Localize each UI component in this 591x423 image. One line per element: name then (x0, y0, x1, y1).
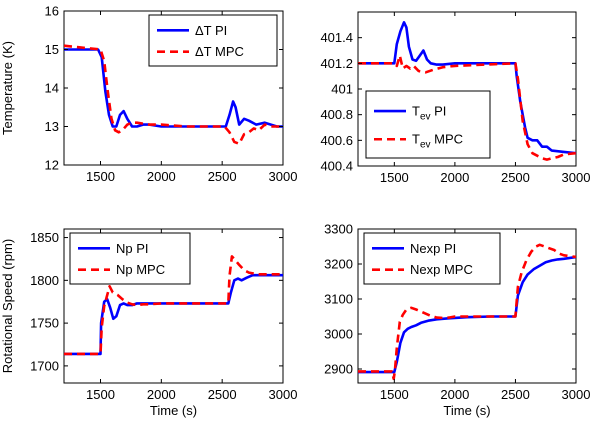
x-axis-label: Time (s) (150, 403, 197, 418)
legend-label: Tev MPC (412, 132, 463, 151)
series-line-mpc (358, 54, 576, 161)
y-tick-label: 3000 (324, 327, 353, 342)
y-axis-label: Rotational Speed (rpm) (0, 239, 15, 373)
y-tick-label: 401.2 (320, 56, 353, 71)
x-tick-label: 2500 (501, 387, 530, 402)
x-tick-label: 2000 (440, 170, 469, 185)
y-tick-label: 1750 (30, 316, 59, 331)
series-line-mpc (64, 44, 283, 146)
y-tick-label: 14 (45, 81, 59, 96)
x-tick-label: 1500 (86, 169, 115, 184)
legend: Nexp PI Nexp MPC (363, 232, 501, 285)
y-tick-label: 3100 (324, 292, 353, 307)
legend: Tev PI Tev MPC (365, 90, 491, 159)
x-tick-label: 3000 (562, 387, 591, 402)
x-tick-label: 2000 (147, 169, 176, 184)
y-tick-label: 400.8 (320, 107, 353, 122)
x-tick-label: 1500 (86, 387, 115, 402)
legend-label: ΔT PI (195, 23, 227, 38)
x-tick-label: 2500 (208, 169, 237, 184)
legend-label: Nexp PI (410, 241, 456, 256)
series-line-pi (358, 21, 576, 155)
y-tick-label: 3200 (324, 257, 353, 272)
y-tick-label: 1700 (30, 358, 59, 373)
legend-label: Np PI (116, 241, 149, 256)
series-line-mpc (64, 255, 283, 356)
x-tick-label: 3000 (269, 169, 298, 184)
chart-panel-4: 1500 2000 2500 3000 2900 3000 3100 3200 3300 Time… (324, 222, 590, 419)
x-tick-label: 1500 (380, 387, 409, 402)
legend-box (363, 232, 501, 285)
y-tick-label: 400.6 (320, 133, 353, 148)
legend-label: ΔT MPC (195, 44, 244, 59)
legend-box (365, 90, 491, 159)
y-axis-label: Temperature (K) (0, 41, 15, 135)
y-tick-label: 400.4 (320, 159, 353, 174)
x-tick-label: 3000 (562, 170, 591, 185)
legend-box (148, 14, 278, 67)
legend: ΔT PI ΔT MPC (148, 14, 278, 67)
legend-box (69, 232, 191, 285)
x-tick-label: 2000 (440, 387, 469, 402)
x-tick-label: 1500 (380, 170, 409, 185)
x-tick-label: 3000 (269, 387, 298, 402)
y-tick-label: 401.4 (320, 30, 353, 45)
chart-panel-3: 1500 2000 2500 3000 1700 1750 1800 1850 Time (s)… (0, 228, 298, 418)
legend: Np PI Np MPC (69, 232, 191, 285)
y-tick-label: 15 (45, 42, 59, 57)
y-tick-label: 13 (45, 119, 59, 134)
x-tick-label: 2500 (501, 170, 530, 185)
y-tick-label: 1800 (30, 273, 59, 288)
chart-panel-1: 1500 2000 2500 3000 12 13 14 15 16 Temperature (K… (0, 4, 297, 185)
y-tick-label: 2900 (324, 362, 353, 377)
x-axis-label: Time (s) (443, 403, 490, 418)
x-tick-label: 2500 (208, 387, 237, 402)
x-tick-label: 2000 (147, 387, 176, 402)
y-tick-label: 12 (45, 158, 59, 173)
legend-label: Tev PI (412, 104, 446, 123)
y-tick-label: 3300 (324, 222, 353, 237)
legend-label: Np MPC (116, 262, 165, 277)
y-tick-label: 401 (331, 82, 353, 97)
chart-panel-2: 1500 2000 2500 3000 400.4 400.6 400.8 401 401.2 4… (320, 11, 591, 185)
legend-label: Nexp MPC (410, 262, 473, 277)
y-tick-label: 16 (45, 4, 59, 19)
y-tick-label: 1850 (30, 230, 59, 245)
series-line-mpc (358, 243, 576, 381)
